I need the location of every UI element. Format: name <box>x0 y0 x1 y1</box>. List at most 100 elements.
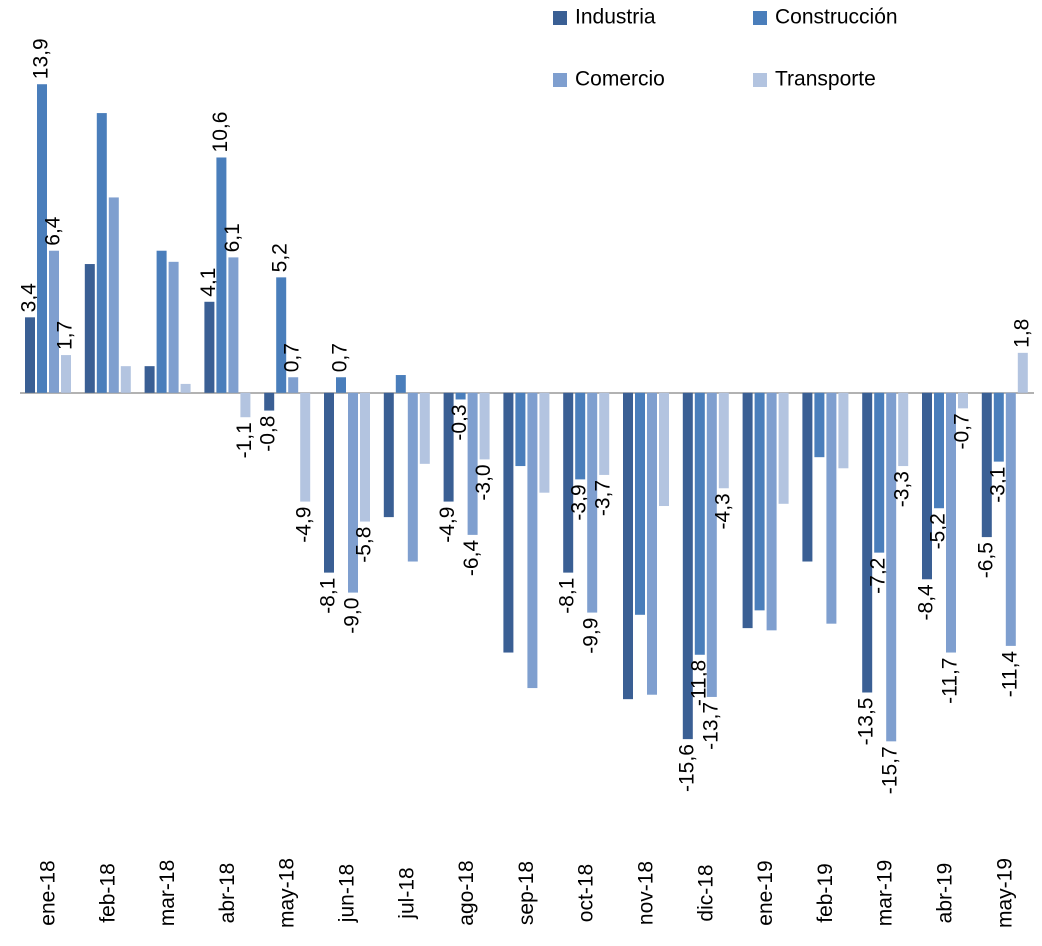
bar <box>240 392 251 418</box>
bar <box>168 261 179 393</box>
bar <box>228 257 239 393</box>
bar <box>61 355 71 393</box>
data-label: -1,1 <box>233 422 256 458</box>
bar <box>647 392 657 695</box>
bar <box>682 392 693 740</box>
bar <box>25 317 35 393</box>
bar <box>587 392 598 613</box>
data-label: -15,6 <box>675 744 698 792</box>
bar <box>766 392 777 631</box>
data-label: -4,9 <box>293 507 316 543</box>
x-tick-label: abr-19 <box>934 863 957 924</box>
bar <box>503 392 514 653</box>
bar <box>156 250 167 393</box>
bar <box>754 392 765 611</box>
x-tick-label: ene-18 <box>37 860 60 925</box>
bar <box>37 84 47 393</box>
data-label: -13,5 <box>855 698 878 746</box>
bar <box>383 392 394 518</box>
x-tick-label: ene-19 <box>754 860 777 925</box>
bar <box>635 392 645 615</box>
data-label: -3,9 <box>568 484 591 520</box>
data-label: 1,7 <box>54 321 77 350</box>
data-label: 0,7 <box>281 343 304 372</box>
x-tick-label: mar-19 <box>874 860 897 927</box>
legend-swatch <box>753 73 767 87</box>
bar <box>407 392 418 562</box>
data-label: -9,9 <box>580 618 603 654</box>
data-label: 1,8 <box>1010 319 1033 348</box>
data-label: 10,6 <box>209 112 232 153</box>
bar <box>348 392 358 593</box>
bar <box>659 392 669 507</box>
x-tick-label: sep-18 <box>515 861 538 925</box>
bar <box>814 392 825 458</box>
bar <box>204 301 215 393</box>
data-label: -3,3 <box>891 471 914 507</box>
legend-label: Comercio <box>575 68 665 91</box>
legend-swatch <box>553 73 567 87</box>
legend-label: Industria <box>575 6 656 29</box>
x-tick-label: oct-18 <box>575 864 598 922</box>
legend-label: Construcción <box>775 6 898 29</box>
bar <box>778 392 789 504</box>
data-label: -4,3 <box>711 493 734 529</box>
bar <box>515 392 526 467</box>
bar <box>527 392 538 689</box>
data-label: -11,8 <box>687 660 710 706</box>
data-label: -0,3 <box>448 404 471 440</box>
bar <box>958 392 968 409</box>
data-label: -11,7 <box>939 658 962 704</box>
bar <box>1017 352 1028 393</box>
bar <box>1005 392 1016 646</box>
data-label: -13,7 <box>699 702 722 750</box>
data-label: -3,1 <box>986 467 1009 503</box>
data-label: -15,7 <box>879 746 902 794</box>
bar <box>898 392 909 467</box>
legend-swatch <box>753 11 767 25</box>
bar <box>623 392 633 700</box>
bar <box>467 392 478 535</box>
data-label: 3,4 <box>18 283 41 313</box>
x-tick-label: feb-19 <box>814 863 837 923</box>
data-label: 5,2 <box>269 243 292 272</box>
bar <box>886 392 897 742</box>
data-label: -0,8 <box>257 416 280 452</box>
bar <box>180 383 191 393</box>
bar <box>324 392 334 573</box>
data-label: 13,9 <box>30 38 53 79</box>
data-label: -5,8 <box>353 527 376 563</box>
bar <box>802 392 813 562</box>
data-label: 4,1 <box>197 268 220 297</box>
bar <box>838 392 849 469</box>
bar <box>120 366 131 393</box>
bar <box>49 250 59 393</box>
data-label: -6,5 <box>974 542 997 578</box>
x-tick-label: mar-18 <box>156 860 179 927</box>
data-label: 6,1 <box>221 223 244 252</box>
bar <box>826 392 837 624</box>
data-label: -8,1 <box>317 578 340 614</box>
x-tick-label: may-18 <box>276 858 299 928</box>
bar <box>922 392 932 580</box>
x-tick-label: jul-18 <box>395 867 418 919</box>
data-label: 0,7 <box>329 343 352 372</box>
data-label: -0,7 <box>951 413 974 449</box>
x-tick-label: feb-18 <box>96 863 119 923</box>
data-label: -9,0 <box>341 598 364 634</box>
bar <box>360 392 370 522</box>
bar <box>264 392 275 411</box>
bar <box>694 392 705 655</box>
x-tick-label: jun-18 <box>336 864 359 923</box>
data-label: 6,4 <box>42 216 65 246</box>
bar <box>706 392 717 697</box>
legend-label: Transporte <box>775 68 876 91</box>
data-label: -3,0 <box>472 464 495 500</box>
bar <box>934 392 944 509</box>
bar <box>96 113 107 393</box>
x-tick-label: may-19 <box>993 858 1016 928</box>
bar <box>276 277 287 393</box>
bar <box>395 375 406 393</box>
bar <box>946 392 956 653</box>
